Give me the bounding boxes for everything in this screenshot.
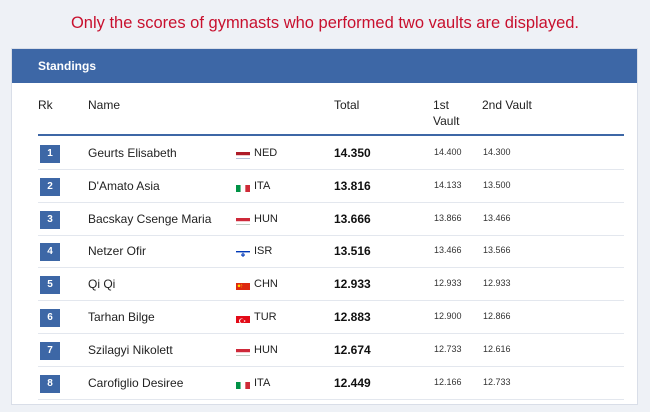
rank-badge: 4 bbox=[40, 243, 60, 262]
first-vault-score: 12.933 bbox=[434, 278, 462, 289]
rank-badge: 1 bbox=[40, 145, 60, 163]
rank-badge: 7 bbox=[40, 341, 60, 360]
country-code: HUN bbox=[254, 212, 278, 225]
rank-badge: 3 bbox=[40, 210, 60, 229]
italy-flag-icon bbox=[236, 182, 250, 192]
second-vault-score: 14.300 bbox=[483, 147, 511, 157]
china-flag-icon bbox=[236, 280, 250, 291]
israel-flag-icon bbox=[236, 247, 250, 258]
country-code: ITA bbox=[254, 179, 271, 192]
first-vault-score: 12.900 bbox=[434, 311, 462, 321]
second-vault-score: 12.616 bbox=[483, 343, 511, 354]
total-score: 12.883 bbox=[334, 310, 371, 324]
athlete-name-link[interactable]: Carofiglio Desiree bbox=[88, 375, 184, 390]
total-score: 14.350 bbox=[334, 146, 371, 160]
standings-row: 2 D'Amato Asia ITA 13.816 14.133 13.500 bbox=[38, 170, 624, 203]
standings-row: 8 Carofiglio Desiree ITA 12.449 12.166 12.733 bbox=[38, 367, 624, 400]
second-vault-score: 13.566 bbox=[483, 245, 511, 256]
second-vault-column-header: 2nd Vault bbox=[482, 98, 532, 112]
total-score: 13.666 bbox=[334, 211, 371, 226]
rank-column-header: Rk bbox=[38, 98, 53, 112]
standings-row: 1 Geurts Elisabeth NED 14.350 14.400 14.300 bbox=[38, 137, 624, 170]
standings-title: Standings bbox=[12, 49, 637, 83]
athlete-name-link[interactable]: D'Amato Asia bbox=[88, 178, 160, 193]
netherlands-flag-icon bbox=[236, 149, 250, 159]
athlete-name-link[interactable]: Tarhan Bilge bbox=[88, 310, 155, 324]
rank-badge: 8 bbox=[40, 374, 60, 393]
first-vault-score: 14.133 bbox=[434, 179, 462, 190]
rank-badge: 5 bbox=[40, 276, 60, 295]
name-column-header: Name bbox=[88, 98, 121, 112]
rank-badge: 2 bbox=[40, 177, 60, 196]
athlete-name-link[interactable]: Netzer Ofir bbox=[88, 244, 147, 259]
first-vault-score: 14.400 bbox=[434, 147, 462, 157]
standings-row: 5 Qi Qi CHN 12.933 12.933 12.933 bbox=[38, 268, 624, 302]
athlete-name-link[interactable]: Bacskay Csenge Maria bbox=[88, 211, 212, 226]
second-vault-score: 13.500 bbox=[483, 179, 511, 190]
first-vault-score: 12.166 bbox=[434, 376, 462, 387]
first-vault-column-header: 1st Vault bbox=[433, 98, 460, 128]
standings-row: 7 Szilagyi Nikolett HUN 12.674 12.733 12.616 bbox=[38, 334, 624, 367]
hungary-flag-icon bbox=[236, 215, 250, 225]
total-score: 12.674 bbox=[334, 342, 371, 357]
country-code: ISR bbox=[254, 245, 273, 258]
first-vault-score: 13.866 bbox=[434, 212, 462, 223]
total-score: 13.516 bbox=[334, 244, 371, 259]
display-notice: Only the scores of gymnasts who performe… bbox=[70, 14, 580, 32]
second-vault-score: 12.933 bbox=[483, 278, 511, 289]
rank-badge: 6 bbox=[40, 309, 60, 327]
athlete-name-link[interactable]: Geurts Elisabeth bbox=[88, 146, 177, 160]
country-code: ITA bbox=[254, 376, 271, 389]
country-code: CHN bbox=[254, 278, 278, 291]
standings-panel: Standings Rk Name Total 1st Vault 2nd Va… bbox=[11, 48, 638, 405]
total-score: 12.449 bbox=[334, 375, 371, 390]
total-column-header: Total bbox=[334, 98, 360, 112]
header-divider bbox=[38, 134, 624, 136]
country-code: TUR bbox=[254, 311, 277, 323]
standings-row: 3 Bacskay Csenge Maria HUN 13.666 13.866 13.4… bbox=[38, 203, 624, 236]
second-vault-score: 12.733 bbox=[483, 376, 511, 387]
second-vault-score: 12.866 bbox=[483, 311, 511, 321]
second-vault-score: 13.466 bbox=[483, 212, 511, 223]
first-vault-score: 12.733 bbox=[434, 343, 462, 354]
total-score: 13.816 bbox=[334, 178, 371, 193]
hungary-flag-icon bbox=[236, 346, 250, 356]
italy-flag-icon bbox=[236, 379, 250, 389]
country-code: HUN bbox=[254, 343, 278, 356]
first-vault-score: 13.466 bbox=[434, 245, 462, 256]
country-code: NED bbox=[254, 147, 278, 159]
athlete-name-link[interactable]: Szilagyi Nikolett bbox=[88, 342, 173, 357]
standings-row: 4 Netzer Ofir ISR 13.516 13.466 13.566 bbox=[38, 235, 624, 269]
athlete-name-link[interactable]: Qi Qi bbox=[88, 277, 116, 292]
turkey-flag-icon bbox=[236, 313, 250, 323]
total-score: 12.933 bbox=[334, 277, 371, 292]
standings-row: 6 Tarhan Bilge TUR 12.883 12.900 12.866 bbox=[38, 301, 624, 334]
